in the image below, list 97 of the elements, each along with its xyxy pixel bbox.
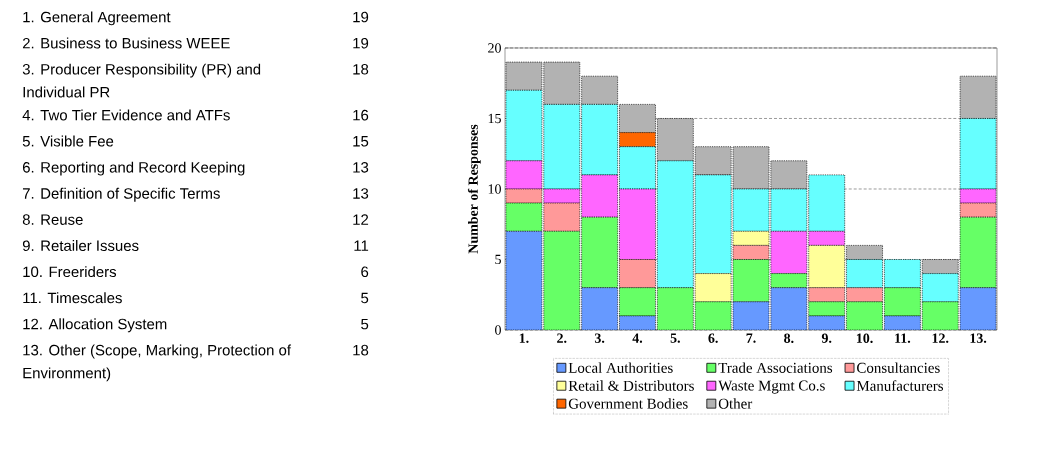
category-label: 9. Retailer Issues [22, 240, 139, 251]
text: 12 [353, 214, 369, 225]
bar [884, 315, 921, 330]
bar [959, 202, 997, 218]
category-label: 3. Producer Responsibility (PR) and Individual PR [22, 63, 261, 98]
text: 19 [353, 37, 369, 49]
bar [846, 287, 883, 303]
bar [656, 118, 694, 162]
x-tick-label: 11. [895, 333, 911, 343]
category-label: 11. Timescales [23, 292, 122, 304]
legend-label: Manufacturers [856, 380, 944, 391]
text: 6 [361, 266, 369, 278]
bar [770, 160, 808, 190]
bar [808, 315, 846, 330]
y-tick-label: 10 [488, 184, 501, 194]
bar [619, 287, 656, 317]
bar [732, 301, 770, 330]
bar [959, 216, 997, 289]
bar [732, 188, 770, 232]
x-tick-label: 12. [932, 333, 949, 343]
bar [770, 188, 808, 232]
y-tick-label: 0 [495, 325, 501, 335]
y-tick-label: 5 [495, 254, 501, 265]
bar [505, 230, 543, 330]
category-label: 4. Two Tier Evidence and ATFs [22, 109, 230, 121]
category-label: 1. General Agreement [23, 11, 171, 26]
bar [619, 259, 656, 289]
text: 11 [354, 240, 369, 251]
bar [543, 103, 581, 190]
bar [505, 89, 543, 162]
bar [959, 118, 997, 190]
text: 18 [353, 64, 369, 75]
bar [770, 273, 808, 289]
bar [959, 75, 997, 119]
y-axis-title: Number of Responses [467, 124, 481, 254]
x-tick-label: 3. [594, 333, 605, 343]
bar [959, 287, 997, 330]
bar [543, 61, 581, 105]
bar [543, 230, 581, 330]
bar [581, 216, 619, 289]
bar [808, 287, 846, 303]
legend-label: Waste Mgmt Co.s [718, 380, 825, 394]
x-tick-label: 13. [970, 333, 987, 343]
bar [732, 259, 770, 303]
x-tick-label: 10. [856, 333, 873, 343]
bar [619, 132, 656, 148]
bar [808, 301, 846, 317]
legend-label: Local Authorities [568, 362, 673, 373]
bar [808, 174, 846, 232]
text: 15 [353, 136, 369, 147]
text: 13 [353, 162, 369, 173]
x-tick-label: 9. [821, 333, 832, 343]
bar [921, 259, 959, 274]
text: 16 [353, 109, 369, 121]
text: 5 [361, 292, 369, 304]
bar [656, 287, 694, 330]
bar [694, 174, 732, 274]
legend-label: Trade Associations [718, 362, 833, 373]
bar [694, 146, 732, 176]
category-label: 8. Reuse [22, 214, 83, 225]
category-label: 13. Other (Scope, Marking, Protection of Environment) [23, 344, 292, 382]
x-tick-label: 2. [557, 333, 567, 343]
y-tick-label: 15 [488, 113, 501, 124]
text: 18 [353, 344, 369, 356]
bar [770, 287, 808, 330]
category-label: 5. Visible Fee [22, 135, 114, 147]
category-label: 2. Business to Business WEEE [22, 37, 230, 49]
bar [656, 160, 694, 289]
text: 19 [353, 11, 369, 23]
bar [543, 202, 581, 232]
x-tick-label: 5. [670, 333, 680, 343]
bar [694, 301, 732, 330]
bar [619, 103, 656, 133]
x-tick-label: 4. [632, 333, 643, 343]
legend-label: Consultancies [857, 362, 940, 373]
text: 13 [353, 188, 369, 199]
bar [581, 75, 619, 105]
bar [921, 273, 959, 303]
x-tick-label: 1. [519, 333, 529, 343]
bar [732, 244, 770, 260]
bar [505, 202, 543, 232]
bar [732, 146, 770, 190]
category-label: 10. Freeriders [23, 266, 117, 278]
category-label: 7. Definition of Specific Terms [22, 187, 220, 202]
x-tick-label: 8. [784, 333, 794, 343]
category-label: 6. Reporting and Record Keeping [22, 161, 245, 176]
text: 5 [361, 318, 369, 330]
x-tick-label: 6. [708, 333, 718, 343]
category-label: 12. Allocation System [23, 318, 167, 333]
legend-label: Government Bodies [568, 398, 688, 409]
x-tick-label: 7. [746, 333, 756, 343]
bar [921, 301, 959, 330]
legend-label: Retail & Distributors [568, 380, 694, 391]
y-tick-label: 20 [488, 43, 501, 53]
legend-label: Other [718, 398, 753, 409]
bar [505, 61, 543, 91]
bar [846, 244, 883, 260]
